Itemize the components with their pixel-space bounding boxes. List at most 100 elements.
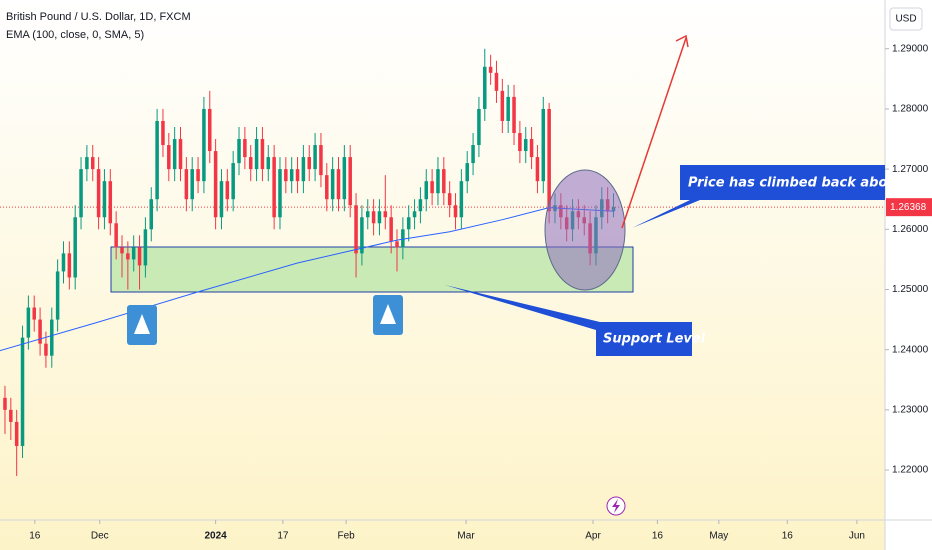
support-zone xyxy=(110,246,634,293)
x-tick-label: Dec xyxy=(91,531,109,542)
y-tick-label: 1.29000 xyxy=(892,43,929,54)
price-axis-panel xyxy=(885,0,932,550)
candle-body xyxy=(213,151,218,218)
candle-body xyxy=(172,139,177,170)
candle-body xyxy=(500,90,505,121)
last-price-badge xyxy=(886,198,932,217)
candle-body xyxy=(225,181,230,200)
candle-body xyxy=(178,139,183,170)
candle-body xyxy=(523,139,528,152)
x-tick-label: Jun xyxy=(849,531,865,542)
candle-body xyxy=(38,319,42,344)
candle-body xyxy=(424,181,429,200)
candle-body xyxy=(506,96,510,121)
candle-body xyxy=(114,223,118,248)
last-price-label: 1.26368 xyxy=(890,202,927,213)
y-tick-label: 1.27000 xyxy=(892,164,929,175)
candle-body xyxy=(161,120,165,146)
candle-body xyxy=(20,337,25,446)
candle-body xyxy=(44,343,48,356)
candle-body xyxy=(85,157,89,170)
candle-body xyxy=(284,169,288,182)
candle-body xyxy=(313,145,317,170)
candle-body xyxy=(67,253,72,278)
y-tick-label: 1.22000 xyxy=(892,465,929,476)
candle-body xyxy=(278,169,282,218)
candle-body xyxy=(73,217,77,278)
candle-body xyxy=(442,169,446,194)
x-tick-label: Mar xyxy=(457,531,475,542)
candle-body xyxy=(190,169,194,200)
candle-body xyxy=(518,133,522,152)
candle-body xyxy=(389,217,393,242)
candle-body xyxy=(149,199,154,230)
candle-body xyxy=(383,211,388,218)
candle-body xyxy=(184,169,189,200)
candle-body xyxy=(535,157,540,182)
arrow-head xyxy=(675,34,689,48)
candle-body xyxy=(307,157,311,170)
candle-body xyxy=(330,169,335,200)
projection-arrow xyxy=(621,37,687,229)
candle-body xyxy=(547,108,551,212)
candle-body xyxy=(488,66,493,73)
candle-body xyxy=(436,169,440,194)
candle-body xyxy=(342,157,347,200)
x-tick-label: Apr xyxy=(585,531,601,542)
candle-body xyxy=(32,307,36,320)
support-callout-text: Support Level xyxy=(603,332,706,347)
candle-body xyxy=(260,139,265,170)
x-tick-label: Feb xyxy=(337,531,355,542)
candle-body xyxy=(61,253,66,272)
candle-body xyxy=(465,163,469,182)
drawings: Price has climbed back above the 10 Supp… xyxy=(127,34,932,516)
candle-body xyxy=(301,157,306,182)
candle-body xyxy=(401,229,405,248)
arrow-up-glyph xyxy=(134,314,150,334)
candle-body xyxy=(412,211,417,218)
candle-body xyxy=(348,157,352,206)
candle-body xyxy=(512,96,516,134)
candle-body xyxy=(143,229,148,266)
y-tick-label: 1.23000 xyxy=(892,405,929,416)
candle-body xyxy=(90,157,95,170)
candle-body xyxy=(248,157,253,170)
candle-body xyxy=(237,139,241,164)
candle-body xyxy=(231,163,235,200)
callout-text: Price has climbed back above the 10 xyxy=(688,176,932,191)
currency-button[interactable] xyxy=(889,7,923,31)
candle-body xyxy=(377,211,382,224)
candle-body xyxy=(3,397,7,410)
candle-body xyxy=(483,66,487,109)
candle-body xyxy=(131,247,136,260)
candle-body xyxy=(371,211,376,224)
indicator-legend: EMA (100, close, 0, SMA, 5) xyxy=(6,29,144,41)
candle-body xyxy=(406,217,411,230)
candle-body xyxy=(418,199,423,212)
candle-body xyxy=(196,169,200,182)
candle-body xyxy=(243,139,247,158)
candle-body xyxy=(55,271,60,320)
y-tick-label: 1.25000 xyxy=(892,284,929,295)
candle-body xyxy=(354,205,358,254)
arrow-up-glyph xyxy=(380,304,396,324)
x-tick-label: 16 xyxy=(782,531,794,542)
y-tick-label: 1.24000 xyxy=(892,344,929,355)
candle-body xyxy=(319,145,323,176)
candle-body xyxy=(430,181,434,194)
candle-body xyxy=(471,145,475,164)
candle-body xyxy=(202,108,206,182)
candle-body xyxy=(108,181,113,224)
events-glyph xyxy=(612,499,620,513)
candle-body xyxy=(325,175,329,200)
candle-body xyxy=(295,169,300,182)
candle-body xyxy=(79,169,83,218)
candle-body xyxy=(365,211,370,218)
candle-body xyxy=(96,169,101,218)
candle-body xyxy=(272,157,276,218)
symbol-title: British Pound / U.S. Dollar, 1D, FXCM xyxy=(6,11,191,23)
highlight-circle xyxy=(544,169,626,291)
y-tick-label: 1.28000 xyxy=(892,104,929,115)
support-callout-box xyxy=(445,285,692,356)
